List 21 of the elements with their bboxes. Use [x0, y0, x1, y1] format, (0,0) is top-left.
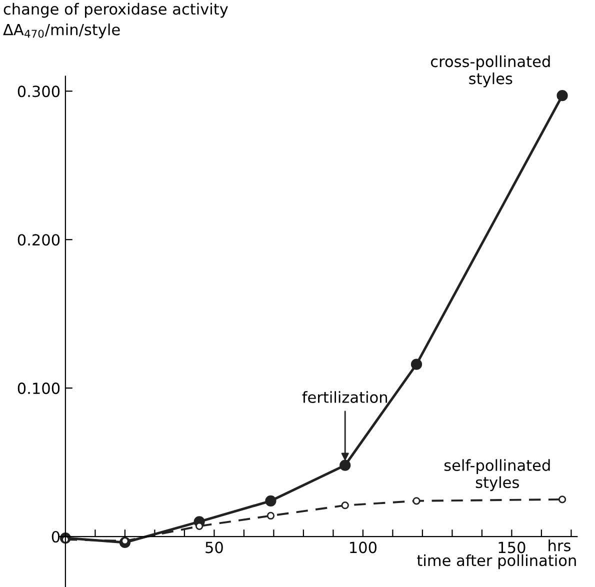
point	[265, 495, 276, 506]
series-label: self-pollinated styles	[444, 459, 550, 492]
point	[410, 358, 422, 370]
point	[412, 497, 420, 505]
y-axis-title: change of peroxidase activity ΔA$_{470}$/min/style	[3, 2, 228, 38]
x-axis-title: time after pollination	[417, 554, 576, 570]
y-tick-label: 0.300	[18, 86, 60, 98]
y-tick-label: 0	[52, 530, 60, 543]
x-tick-label: 150	[498, 542, 526, 554]
point	[266, 512, 275, 520]
point	[558, 496, 566, 504]
x-tick-label: 100	[350, 542, 377, 554]
series-label: cross-pollinated styles	[430, 55, 550, 88]
annotation: fertilization	[302, 391, 388, 403]
point	[341, 502, 349, 510]
y-tick-label: 0.100	[18, 382, 60, 394]
point	[556, 90, 568, 102]
y-tick-label: 0.200	[18, 234, 60, 246]
x-tick-label: 50	[206, 542, 223, 554]
annotation: hrs	[548, 539, 570, 552]
point	[340, 460, 351, 471]
